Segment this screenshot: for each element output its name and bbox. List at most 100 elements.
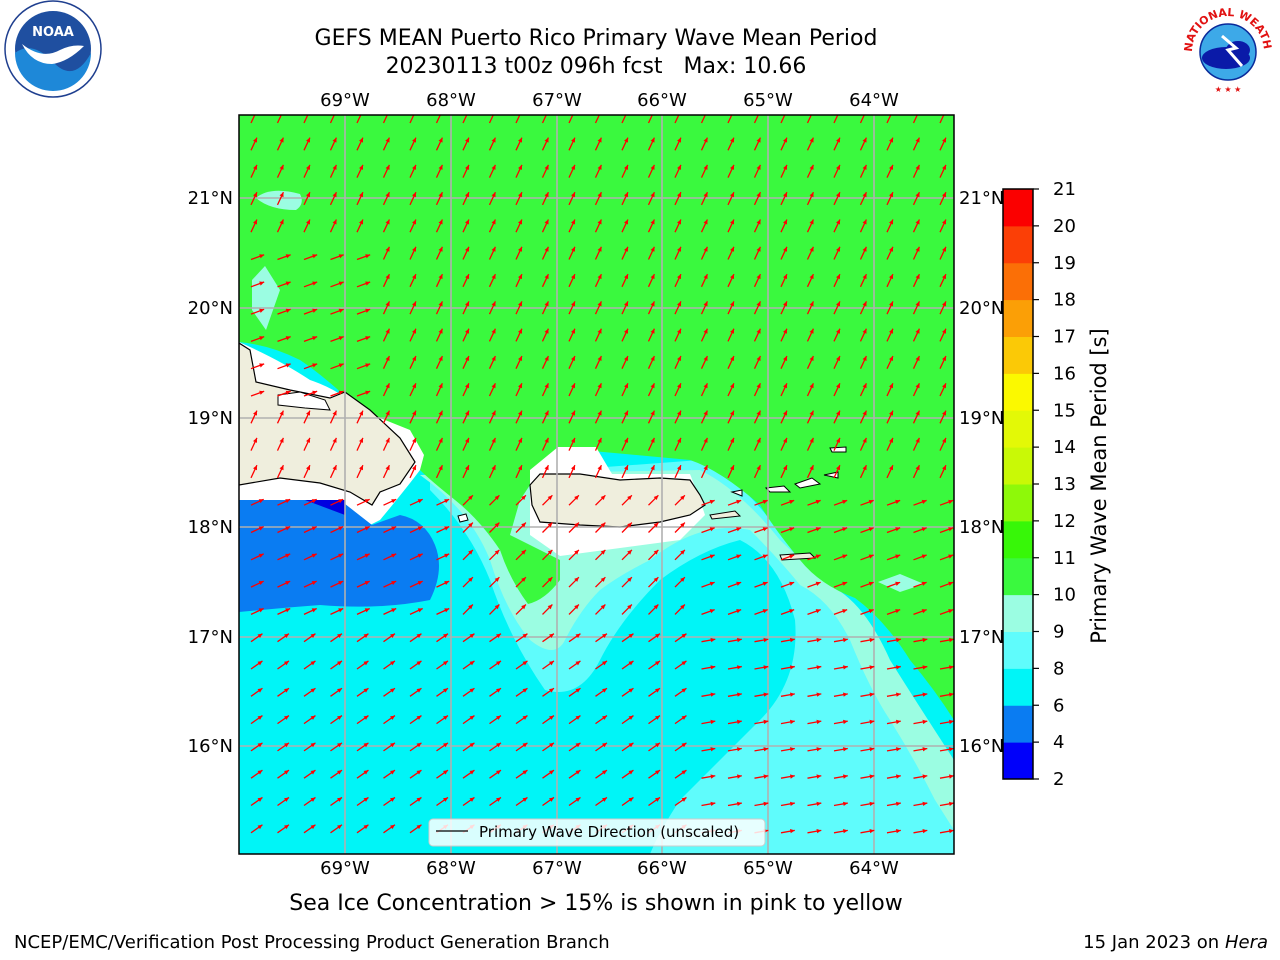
- wave-arrow-head: [416, 715, 422, 720]
- wave-arrow-head: [364, 608, 370, 613]
- wave-arrow-head: [624, 246, 628, 252]
- wave-arrow: [250, 115, 256, 124]
- wave-arrow-head: [915, 301, 920, 307]
- lon-label: 67°W: [532, 858, 582, 879]
- wave-arrow-head: [868, 554, 874, 559]
- wave-arrow-head: [285, 581, 291, 586]
- wave-arrow-head: [465, 137, 469, 143]
- wave-arrow-head: [836, 192, 840, 198]
- wave-arrow-head: [547, 549, 553, 555]
- wave-arrow-head: [889, 192, 893, 198]
- wave-arrow-head: [889, 328, 893, 334]
- wave-arrow-head: [655, 770, 660, 775]
- wave-arrow-head: [312, 363, 318, 368]
- wave-arrow-head: [571, 192, 575, 198]
- wave-arrow-head: [390, 742, 395, 748]
- wave-arrow-head: [862, 301, 867, 307]
- wave-arrow-head: [895, 801, 901, 806]
- wave-arrow-head: [862, 246, 867, 252]
- wave-arrow-head: [597, 328, 602, 334]
- wave-arrow-head: [783, 219, 787, 225]
- wave-arrow-head: [491, 383, 496, 389]
- wave-arrow-head: [465, 164, 469, 170]
- wave-arrow-head: [789, 665, 795, 670]
- lat-label: 18°N: [959, 517, 1004, 538]
- wave-arrow-head: [571, 437, 575, 443]
- wave-arrow-head: [869, 665, 875, 670]
- colorbar-segment: [1003, 262, 1033, 301]
- wave-arrow-head: [653, 522, 659, 528]
- wave-arrow-head: [258, 581, 264, 586]
- wave-arrow-head: [736, 554, 742, 559]
- wave-arrow-head: [571, 410, 575, 416]
- wave-arrow-head: [756, 328, 761, 334]
- wave-arrow-head: [544, 137, 549, 143]
- wave-arrow-head: [574, 549, 579, 555]
- wave-arrow-head: [869, 747, 875, 752]
- wave-arrow-head: [677, 192, 681, 198]
- wave-arrow-head: [763, 665, 769, 670]
- wave-arrow-head: [836, 383, 840, 389]
- wave-arrow-head: [496, 715, 501, 720]
- lon-label: 64°W: [849, 858, 899, 879]
- wave-arrow-head: [258, 608, 264, 613]
- wave-arrow-head: [257, 824, 263, 830]
- wave-arrow-head: [338, 499, 344, 504]
- wave-arrow-head: [783, 410, 787, 416]
- colorbar-tick-label: 10: [1053, 585, 1076, 606]
- wave-arrow-head: [600, 604, 606, 610]
- wave-arrow-head: [438, 192, 443, 198]
- wave-arrow-head: [809, 383, 814, 389]
- wave-arrow-head: [624, 410, 628, 416]
- wave-arrow-head: [257, 797, 263, 802]
- map-legend: Primary Wave Direction (unscaled): [428, 818, 766, 847]
- wave-arrow-head: [412, 465, 416, 471]
- lon-label: 64°W: [849, 90, 899, 111]
- wave-arrow-head: [496, 770, 501, 775]
- wave-arrow-head: [444, 526, 450, 531]
- colorbar: 2 4 6 8 9 10 11 12 13 14 15 16 17 18 19 20 21: [1002, 179, 1076, 790]
- wave-arrow-head: [869, 692, 875, 697]
- wave-arrow-head: [412, 356, 416, 362]
- wave-arrow-head: [412, 410, 416, 416]
- wave-arrow-head: [416, 770, 422, 775]
- wave-arrow-head: [681, 633, 687, 639]
- wave-arrow-head: [544, 383, 549, 389]
- wave-arrow-head: [284, 660, 289, 666]
- wave-arrow-head: [390, 797, 395, 802]
- wave-arrow-head: [948, 829, 954, 834]
- wave-arrow-head: [391, 499, 397, 504]
- wave-arrow-head: [789, 637, 795, 643]
- wave-arrow-head: [438, 164, 443, 170]
- wave-arrow-head: [438, 274, 443, 280]
- colorbar-segment: [1003, 742, 1033, 780]
- wave-arrow-head: [332, 164, 337, 170]
- wave-arrow-head: [628, 688, 634, 693]
- wave-arrow-head: [756, 410, 761, 416]
- wave-arrow-head: [736, 499, 742, 504]
- wave-arrow-head: [468, 604, 473, 610]
- wave-arrow-head: [359, 465, 363, 471]
- wave-arrow-head: [868, 609, 874, 614]
- wave-arrow-head: [789, 527, 795, 532]
- wave-arrow-head: [677, 246, 681, 252]
- wave-arrow-head: [628, 797, 634, 802]
- wave-arrow-head: [710, 719, 716, 725]
- wave-arrow-head: [842, 527, 848, 532]
- wave-arrow-head: [710, 637, 716, 643]
- wave-arrow-head: [385, 137, 390, 143]
- wave-arrow-head: [895, 554, 901, 559]
- wave-arrow-head: [465, 274, 469, 280]
- wave-arrow-head: [416, 688, 422, 693]
- wave-arrow-head: [624, 274, 628, 280]
- wave-arrow-head: [310, 715, 316, 720]
- wave-arrow-head: [547, 495, 553, 501]
- wave-arrow-head: [703, 301, 708, 307]
- wave-arrow-head: [628, 633, 634, 639]
- lon-label: 69°W: [320, 858, 370, 879]
- wave-arrow-head: [703, 383, 708, 389]
- wave-arrow-head: [655, 715, 660, 720]
- wave-arrow-head: [285, 254, 291, 259]
- wave-arrow-head: [311, 526, 317, 531]
- wave-arrow-head: [895, 747, 901, 752]
